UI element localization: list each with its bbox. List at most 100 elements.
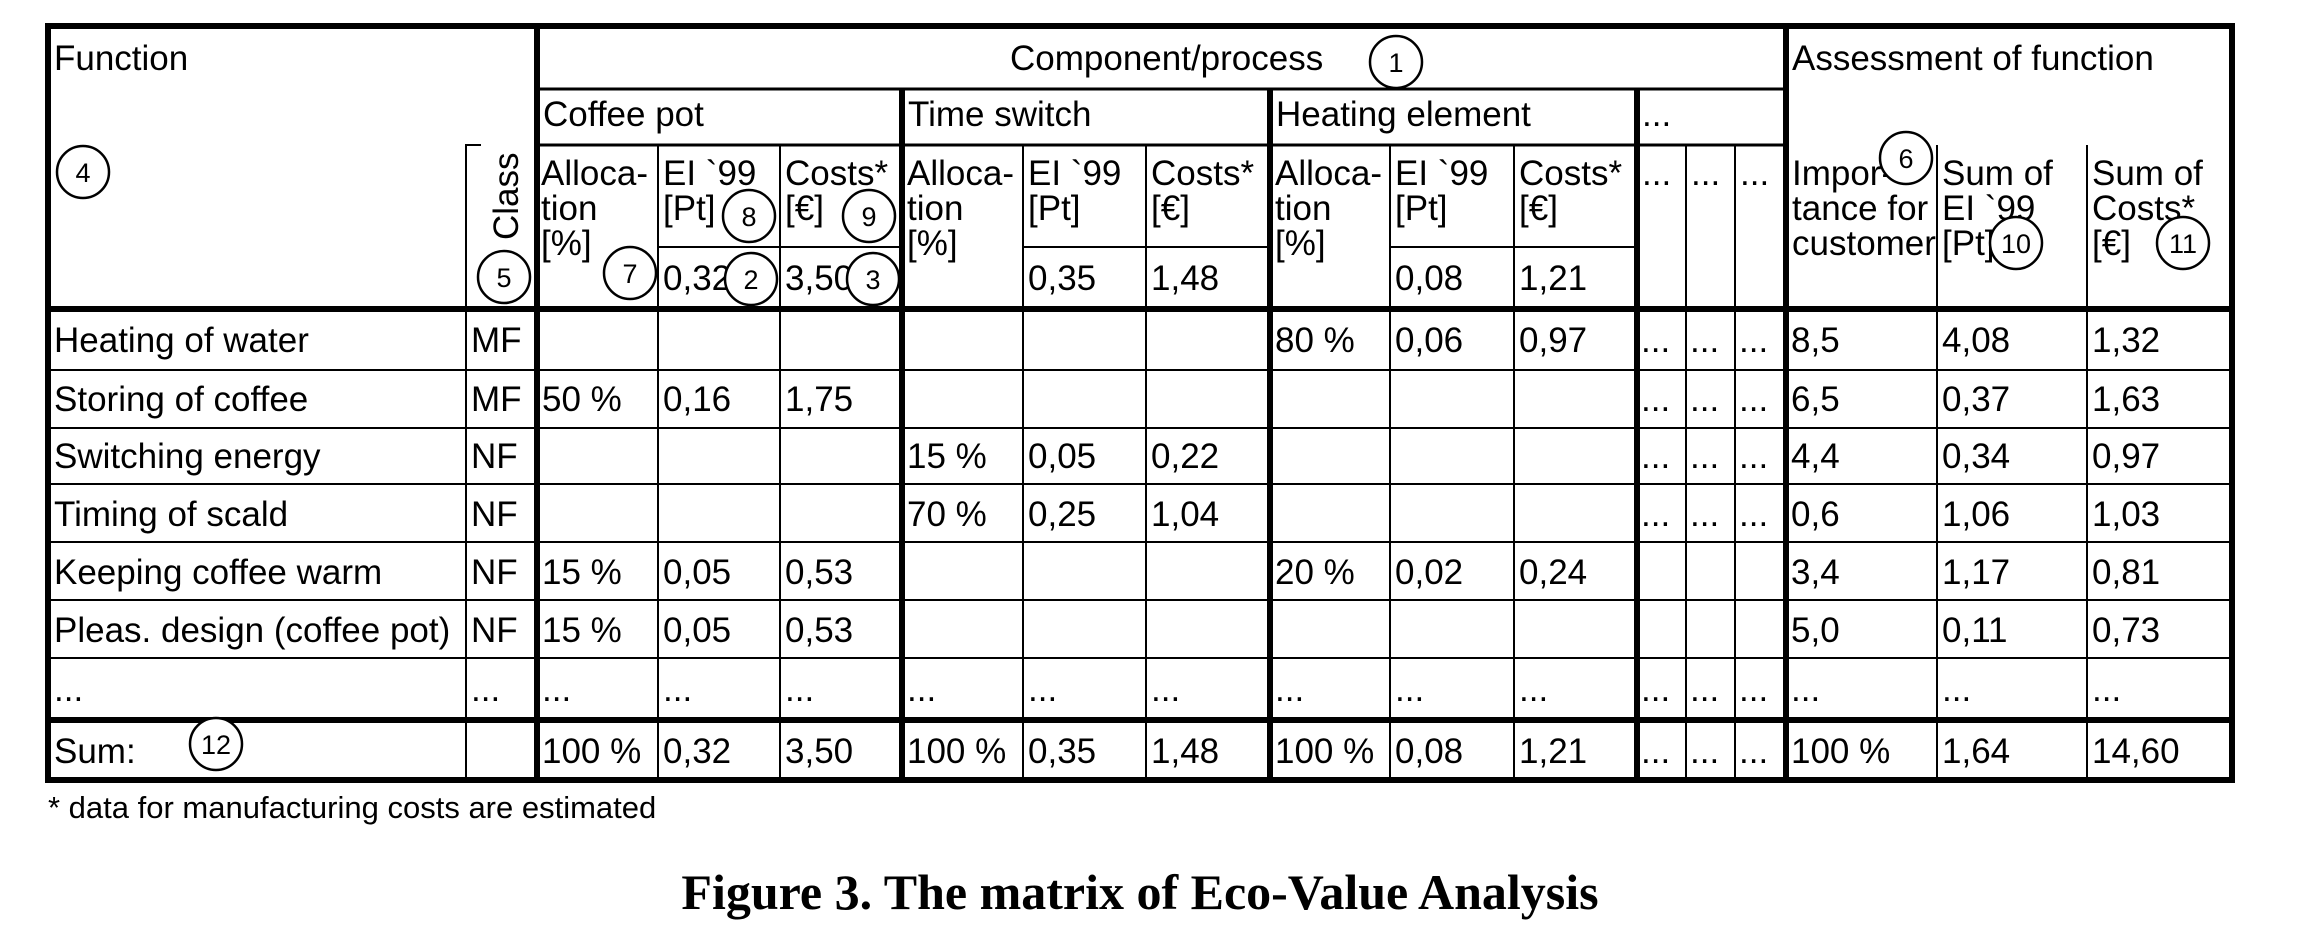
heating-element-costs-total: 1,21: [1519, 259, 1587, 298]
marker-number-6: 6: [1898, 144, 1913, 174]
row-function-name: ...: [54, 670, 83, 709]
row-assess-cell: 3,4: [1791, 553, 1840, 592]
row-assess-cell: 0,11: [1942, 611, 2008, 650]
coffee-pot-ei-line1: EI `99: [663, 154, 756, 193]
time-switch-alloc-line3: [%]: [907, 224, 958, 263]
heating-element-alloc-line3: [%]: [1275, 224, 1326, 263]
row-c1-cell: 0,05: [663, 553, 731, 592]
marker-number-3: 3: [865, 265, 880, 295]
marker-number-10: 10: [2001, 229, 2031, 259]
row-c3-cell: 0,02: [1395, 553, 1463, 592]
row-assess-cell: 6,5: [1791, 380, 1840, 419]
time-switch-alloc-line1: Alloca-: [907, 154, 1014, 193]
row-class: ...: [471, 670, 500, 709]
sum-row-c3-cell: 0,08: [1395, 732, 1463, 771]
row-c1-cell: ...: [663, 670, 692, 709]
row-assess-cell: 8,5: [1791, 321, 1840, 360]
sum-row-c1-cell: 3,50: [785, 732, 853, 771]
coffee-pot-costs-line1: Costs*: [785, 154, 888, 193]
row-function-name: Switching energy: [54, 437, 321, 476]
marker-circle-4: [55, 144, 111, 200]
row-dots-cell: ...: [1690, 437, 1719, 476]
marker-circle-12: [188, 716, 244, 772]
row-dots-cell: ...: [1641, 495, 1670, 534]
component-coffee-pot: Coffee pot: [543, 95, 704, 134]
row-c3-cell: 0,24: [1519, 553, 1587, 592]
row-c1-cell: 0,16: [663, 380, 731, 419]
row-dots-cell: ...: [1739, 670, 1768, 709]
row-c2-cell: 1,04: [1151, 495, 1219, 534]
row-dots-cell: ...: [1641, 437, 1670, 476]
row-assess-cell: ...: [1791, 670, 1820, 709]
heating-element-ei-total: 0,08: [1395, 259, 1463, 298]
marker-number-2: 2: [743, 265, 758, 295]
marker-circle-9: [841, 188, 897, 244]
row-c1-cell: 50 %: [542, 380, 622, 419]
sum-row-c2-cell: 1,48: [1151, 732, 1219, 771]
table-body: Heating of water MF 80 % 0,06 0,97......... 8…: [54, 321, 2180, 771]
row-dots-cell: ...: [1690, 380, 1719, 419]
row-c3-cell: 20 %: [1275, 553, 1355, 592]
row-dots-cell: ...: [1739, 437, 1768, 476]
coffee-pot-costs-line2: [€]: [785, 189, 824, 228]
coffee-pot-ei-total: 0,32: [663, 259, 731, 298]
heating-element-costs-line2: [€]: [1519, 189, 1558, 228]
importance-line2: tance for: [1792, 189, 1929, 228]
row-function-name: Storing of coffee: [54, 380, 308, 419]
marker-circle-11: [2155, 215, 2211, 271]
marker-number-4: 4: [75, 158, 90, 188]
row-assess-cell: 0,37: [1942, 380, 2010, 419]
footnote: * data for manufacturing costs are estim…: [48, 790, 656, 825]
heating-element-alloc-line1: Alloca-: [1275, 154, 1382, 193]
more-sub-1: ...: [1642, 154, 1671, 193]
header-assessment: Assessment of function: [1792, 39, 2154, 78]
sum-row-assess-cell: 1,64: [1942, 732, 2010, 771]
coffee-pot-alloc-line2: tion: [541, 189, 597, 228]
component-more: ...: [1642, 95, 1671, 134]
row-assess-cell: ...: [1942, 670, 1971, 709]
importance-line3: customer: [1792, 224, 1936, 263]
row-dots-cell: ...: [1739, 380, 1768, 419]
sum-row-assess-cell: 14,60: [2092, 732, 2180, 771]
row-c3-cell: ...: [1275, 670, 1304, 709]
time-switch-alloc-line2: tion: [907, 189, 963, 228]
sum-row-c2-cell: 100 %: [907, 732, 1006, 771]
row-dots-cell: ...: [1690, 670, 1719, 709]
row-c1-cell: 0,53: [785, 553, 853, 592]
row-assess-cell: ...: [2092, 670, 2121, 709]
row-function-name: Keeping coffee warm: [54, 553, 382, 592]
marker-circle-8: [721, 188, 777, 244]
sum-row-c3-cell: 100 %: [1275, 732, 1374, 771]
heating-element-ei-line1: EI `99: [1395, 154, 1488, 193]
row-dots-cell: ...: [1641, 380, 1670, 419]
row-c2-cell: 70 %: [907, 495, 987, 534]
row-dots-cell: ...: [1641, 321, 1670, 360]
marker-circle-7: [602, 245, 658, 301]
row-class: MF: [471, 380, 522, 419]
sum-row-c1-cell: 100 %: [542, 732, 641, 771]
row-dots-cell: ...: [1690, 321, 1719, 360]
sum-row-dots-cell: ...: [1641, 732, 1670, 771]
time-switch-ei-line1: EI `99: [1028, 154, 1121, 193]
row-c2-cell: ...: [1028, 670, 1057, 709]
row-assess-cell: 0,6: [1791, 495, 1840, 534]
sum-costs-line3: [€]: [2092, 224, 2131, 263]
time-switch-ei-total: 0,35: [1028, 259, 1096, 298]
sum-row-c3-cell: 1,21: [1519, 732, 1587, 771]
more-sub-3: ...: [1740, 154, 1769, 193]
heating-element-costs-line1: Costs*: [1519, 154, 1622, 193]
marker-number-11: 11: [2169, 229, 2197, 259]
row-c1-cell: 1,75: [785, 380, 853, 419]
time-switch-costs-line2: [€]: [1151, 189, 1190, 228]
header-function: Function: [54, 39, 188, 78]
row-c2-cell: 0,25: [1028, 495, 1096, 534]
row-c1-cell: 0,53: [785, 611, 853, 650]
marker-circle-1: [1368, 34, 1424, 90]
row-function-name: Pleas. design (coffee pot): [54, 611, 450, 650]
row-c1-cell: ...: [542, 670, 571, 709]
marker-circle-2: [723, 251, 779, 307]
row-class: MF: [471, 321, 522, 360]
marker-circle-10: [1988, 215, 2044, 271]
sum-row-assess-cell: 100 %: [1791, 732, 1890, 771]
sum-row-c2-cell: 0,35: [1028, 732, 1096, 771]
